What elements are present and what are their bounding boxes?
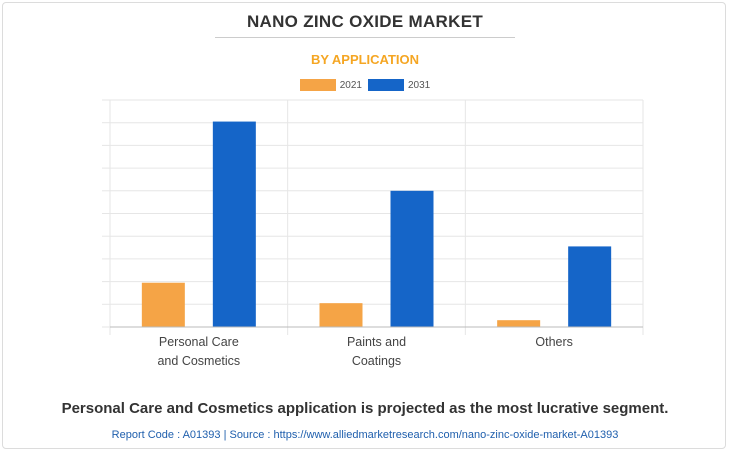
x-tick-label: Personal Care	[159, 335, 239, 349]
legend-label-2031: 2031	[408, 79, 431, 91]
bar-2021-1	[319, 303, 363, 327]
x-tick-label: Coatings	[352, 354, 401, 368]
bar-2031-0	[212, 121, 256, 327]
footer-source: Report Code : A01393 | Source : https://…	[111, 429, 619, 441]
x-tick-label: Others	[535, 335, 573, 349]
chart-subtitle: BY APPLICATION	[310, 52, 420, 67]
x-tick-label: and Cosmetics	[157, 354, 240, 368]
chart-title: NANO ZINC OXIDE MARKET	[246, 12, 484, 31]
bar-2031-1	[390, 190, 434, 327]
bar-2031-2	[568, 246, 612, 327]
legend: 2021 2031	[0, 79, 730, 91]
footer-headline: Personal Care and Cosmetics application …	[61, 400, 669, 417]
legend-swatch-2031	[368, 79, 404, 91]
title-divider	[215, 37, 515, 38]
legend-swatch-2021	[299, 79, 336, 91]
legend-item-2021: 2021	[299, 79, 362, 91]
bar-2021-0	[141, 282, 185, 327]
bar-2021-2	[497, 320, 541, 327]
x-tick-label: Paints and	[347, 335, 406, 349]
chart-frame	[2, 2, 726, 449]
legend-label-2021: 2021	[339, 79, 362, 91]
legend-item-2031: 2031	[368, 79, 430, 91]
